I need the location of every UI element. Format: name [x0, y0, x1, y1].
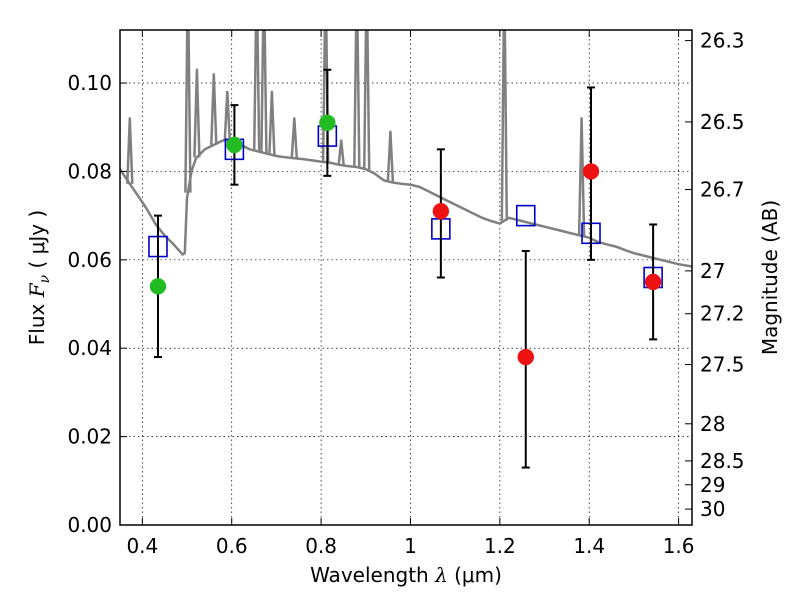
- x-tick-label: 0.4: [126, 534, 158, 558]
- x-tick-label: 1: [404, 534, 417, 558]
- emission-line-spike: [337, 139, 345, 166]
- observed-flux-point: [432, 202, 450, 220]
- y2-axis-label: Magnitude (AB): [758, 200, 782, 355]
- emission-line-spike: [184, 30, 192, 193]
- emission-line-spike: [362, 30, 371, 170]
- observed-flux-point: [582, 163, 600, 180]
- grid: [120, 30, 692, 526]
- y-tick-label: 0.02: [67, 425, 112, 449]
- x-tick-label: 1.6: [663, 534, 695, 558]
- y-tick-label: 0.06: [67, 248, 112, 272]
- sed-model-layer: [120, 30, 692, 268]
- model-flux-square: [515, 204, 536, 227]
- y-tick-label: 0.10: [67, 71, 112, 95]
- y-tick-label: 0.04: [67, 336, 112, 360]
- y2-tick-label: 27: [700, 259, 725, 283]
- x-tick-label: 1.4: [573, 534, 605, 558]
- y-tick-label: 0.08: [67, 159, 112, 183]
- y2-tick-label: 30: [700, 497, 725, 521]
- sed-continuum-line: [120, 139, 692, 268]
- observed-flux-point: [517, 348, 535, 366]
- emission-line-spike: [223, 90, 232, 141]
- x-tick-label: 0.8: [305, 534, 337, 558]
- emission-line-spike: [260, 30, 268, 153]
- y2-tick-label: 27.2: [700, 302, 745, 326]
- y2-tick-label: 27.5: [700, 353, 745, 377]
- y-tick-label: 0.00: [67, 513, 112, 537]
- y2-tick-label: 29: [700, 473, 725, 497]
- emission-line-spike: [210, 72, 218, 145]
- y2-tick-label: 26.7: [700, 178, 745, 202]
- axis-ticks: 0.4 0.6 0.8 1 1.2 1.4 1.6 0.00 0.02 0.04 0.06 0.08 0…: [67, 29, 744, 558]
- y2-tick-label: 28.5: [700, 449, 745, 473]
- emission-line-spike: [500, 30, 509, 221]
- emission-line-spike: [290, 117, 299, 159]
- emission-line-spike: [386, 130, 395, 182]
- emission-line-spike: [252, 30, 261, 152]
- emission-line-spike: [193, 68, 201, 158]
- emission-line-spike: [126, 117, 134, 184]
- x-tick-label: 0.6: [216, 534, 248, 558]
- x-tick-label: 1.2: [484, 534, 516, 558]
- x-axis-label: Wavelength λ (μm): [310, 563, 502, 587]
- photometry-layer: [148, 68, 663, 469]
- emission-line-spike: [577, 117, 586, 236]
- emission-line-spike: [268, 90, 276, 155]
- plot-frame: [119, 29, 693, 526]
- y2-tick-label: 26.3: [700, 29, 745, 53]
- y2-tick-label: 28: [700, 412, 725, 436]
- observed-flux-point: [149, 278, 167, 295]
- observed-flux-point: [226, 136, 243, 154]
- observed-flux-point: [319, 114, 336, 132]
- emission-line-spike: [353, 30, 361, 168]
- observed-flux-point: [644, 273, 662, 291]
- y-axis-label: Flux Fν ( μJy ): [25, 210, 53, 345]
- y2-tick-label: 26.5: [700, 110, 745, 134]
